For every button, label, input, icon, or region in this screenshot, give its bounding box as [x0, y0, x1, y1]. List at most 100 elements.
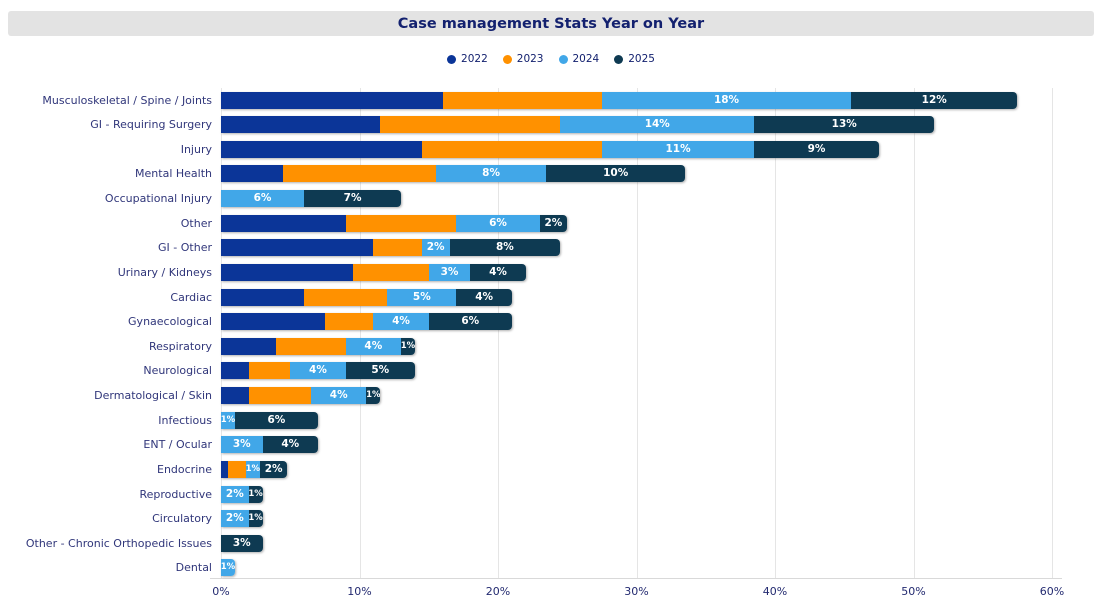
- bar-segment-2023[interactable]: [304, 288, 388, 306]
- bar-segment-2022[interactable]: [221, 214, 346, 232]
- stacked-bar: 1% 2%: [221, 460, 288, 478]
- bar-segment-2024[interactable]: 11%: [601, 140, 755, 158]
- legend-item-2023[interactable]: 2023: [502, 53, 544, 65]
- bar-segment-2025[interactable]: 6%: [428, 313, 512, 331]
- legend-label: 2022: [461, 53, 488, 65]
- gridline: [1052, 88, 1053, 578]
- legend-item-2025[interactable]: 2025: [614, 53, 655, 65]
- bar-segment-2023[interactable]: [345, 214, 457, 232]
- bar-segment-2024[interactable]: 5%: [387, 288, 457, 306]
- category-label: Mental Health: [135, 167, 212, 181]
- x-axis-tick-label: 10%: [347, 585, 372, 598]
- bar-segment-2025[interactable]: 4%: [470, 263, 526, 281]
- bar-segment-2025[interactable]: 9%: [754, 140, 879, 158]
- bar-segment-2022[interactable]: [221, 460, 228, 478]
- bar-segment-2025[interactable]: 1%: [401, 337, 415, 355]
- stacked-bar: 4% 1%: [221, 337, 415, 355]
- bar-segment-2022[interactable]: [221, 263, 353, 281]
- bar-segment-2022[interactable]: [221, 116, 381, 134]
- bar-segment-2022[interactable]: [221, 313, 325, 331]
- bar-segment-value-label: 5%: [412, 290, 431, 303]
- bar-segment-2025[interactable]: 2%: [539, 214, 568, 232]
- x-axis-tick-label: 50%: [901, 585, 926, 598]
- chart-row: GI - Requiring Surgery 14% 13%: [0, 116, 1102, 134]
- bar-segment-2024[interactable]: 1%: [246, 460, 260, 478]
- bar-segment-2022[interactable]: [221, 239, 374, 257]
- bar-segment-2023[interactable]: [442, 91, 602, 109]
- category-label: Endocrine: [157, 462, 212, 476]
- page-title: Case management Stats Year on Year: [397, 15, 705, 32]
- bar-segment-2025[interactable]: 5%: [345, 362, 415, 380]
- chart-row: Gynaecological 4% 6%: [0, 313, 1102, 331]
- bar-segment-2024[interactable]: 2%: [221, 510, 249, 528]
- bar-segment-2024[interactable]: 4%: [290, 362, 346, 380]
- stacked-bar: 4% 6%: [221, 313, 512, 331]
- bar-segment-2023[interactable]: [248, 387, 311, 405]
- x-axis-tick-label: 30%: [624, 585, 649, 598]
- bar-segment-value-label: 8%: [482, 167, 500, 180]
- x-axis-line: [210, 578, 1062, 579]
- bar-segment-value-label: 2%: [225, 512, 244, 525]
- category-label: Gynaecological: [128, 315, 212, 329]
- bar-segment-2024[interactable]: 3%: [428, 263, 471, 281]
- legend-item-2024[interactable]: 2024: [558, 53, 599, 65]
- category-label: Reproductive: [139, 487, 212, 501]
- category-label: Cardiac: [170, 290, 212, 304]
- bar-segment-2024[interactable]: 4%: [311, 387, 367, 405]
- bar-segment-2025[interactable]: 6%: [234, 411, 318, 429]
- x-axis-tick-label: 0%: [212, 585, 230, 598]
- bar-segment-2023[interactable]: [373, 239, 422, 257]
- bar-segment-2025[interactable]: 1%: [248, 510, 263, 528]
- bar-segment-2023[interactable]: [380, 116, 561, 134]
- bar-segment-2025[interactable]: 4%: [456, 288, 512, 306]
- bar-segment-2023[interactable]: [352, 263, 429, 281]
- bar-segment-2024[interactable]: 14%: [560, 116, 755, 134]
- category-label: Dermatological / Skin: [94, 389, 212, 403]
- bar-segment-2025[interactable]: 1%: [366, 387, 380, 405]
- bar-segment-2022[interactable]: [221, 387, 249, 405]
- bar-segment-value-label: 4%: [392, 315, 410, 328]
- bar-segment-2025[interactable]: 4%: [262, 436, 318, 454]
- bar-segment-2024[interactable]: 2%: [221, 485, 249, 503]
- chart-row: Other 6% 2%: [0, 214, 1102, 232]
- bar-segment-2025[interactable]: 3%: [221, 534, 263, 552]
- bar-segment-2024[interactable]: 18%: [601, 91, 852, 109]
- bar-segment-value-label: 13%: [831, 118, 857, 131]
- bar-segment-2025[interactable]: 10%: [546, 165, 685, 183]
- bar-segment-2024[interactable]: 3%: [221, 436, 263, 454]
- bar-segment-2024[interactable]: 4%: [373, 313, 429, 331]
- category-label: ENT / Ocular: [143, 438, 212, 452]
- stacked-bar: 18% 12%: [221, 91, 1018, 109]
- bar-segment-2025[interactable]: 12%: [851, 91, 1018, 109]
- bar-segment-2022[interactable]: [221, 91, 443, 109]
- bar-segment-2024[interactable]: 2%: [421, 239, 450, 257]
- bar-segment-2022[interactable]: [221, 165, 284, 183]
- bar-segment-2024[interactable]: 6%: [456, 214, 540, 232]
- bar-segment-2023[interactable]: [324, 313, 374, 331]
- category-label: GI - Other: [158, 241, 212, 255]
- bar-segment-2025[interactable]: 8%: [449, 239, 561, 257]
- bar-segment-2025[interactable]: 1%: [248, 485, 263, 503]
- legend-item-2022[interactable]: 2022: [447, 53, 488, 65]
- bar-segment-2022[interactable]: [221, 140, 422, 158]
- bar-segment-2024[interactable]: 4%: [345, 337, 402, 355]
- bar-segment-2022[interactable]: [221, 337, 277, 355]
- bar-segment-value-label: 12%: [921, 93, 947, 106]
- bar-segment-2023[interactable]: [421, 140, 602, 158]
- bar-segment-2025[interactable]: 2%: [259, 460, 288, 478]
- bar-segment-2024[interactable]: 8%: [435, 165, 547, 183]
- stacked-bar: 2% 1%: [221, 510, 263, 528]
- bar-segment-2024[interactable]: 1%: [221, 559, 235, 577]
- bar-segment-2024[interactable]: 1%: [221, 411, 235, 429]
- bar-segment-2023[interactable]: [227, 460, 246, 478]
- bar-segment-value-label: 11%: [665, 142, 691, 155]
- bar-segment-2025[interactable]: 13%: [754, 116, 935, 134]
- bar-segment-2024[interactable]: 6%: [221, 190, 305, 208]
- bar-segment-2022[interactable]: [221, 288, 305, 306]
- bar-segment-2023[interactable]: [276, 337, 346, 355]
- bar-segment-2025[interactable]: 7%: [304, 190, 402, 208]
- bar-segment-2022[interactable]: [221, 362, 249, 380]
- bar-segment-2023[interactable]: [283, 165, 436, 183]
- bar-segment-2023[interactable]: [248, 362, 291, 380]
